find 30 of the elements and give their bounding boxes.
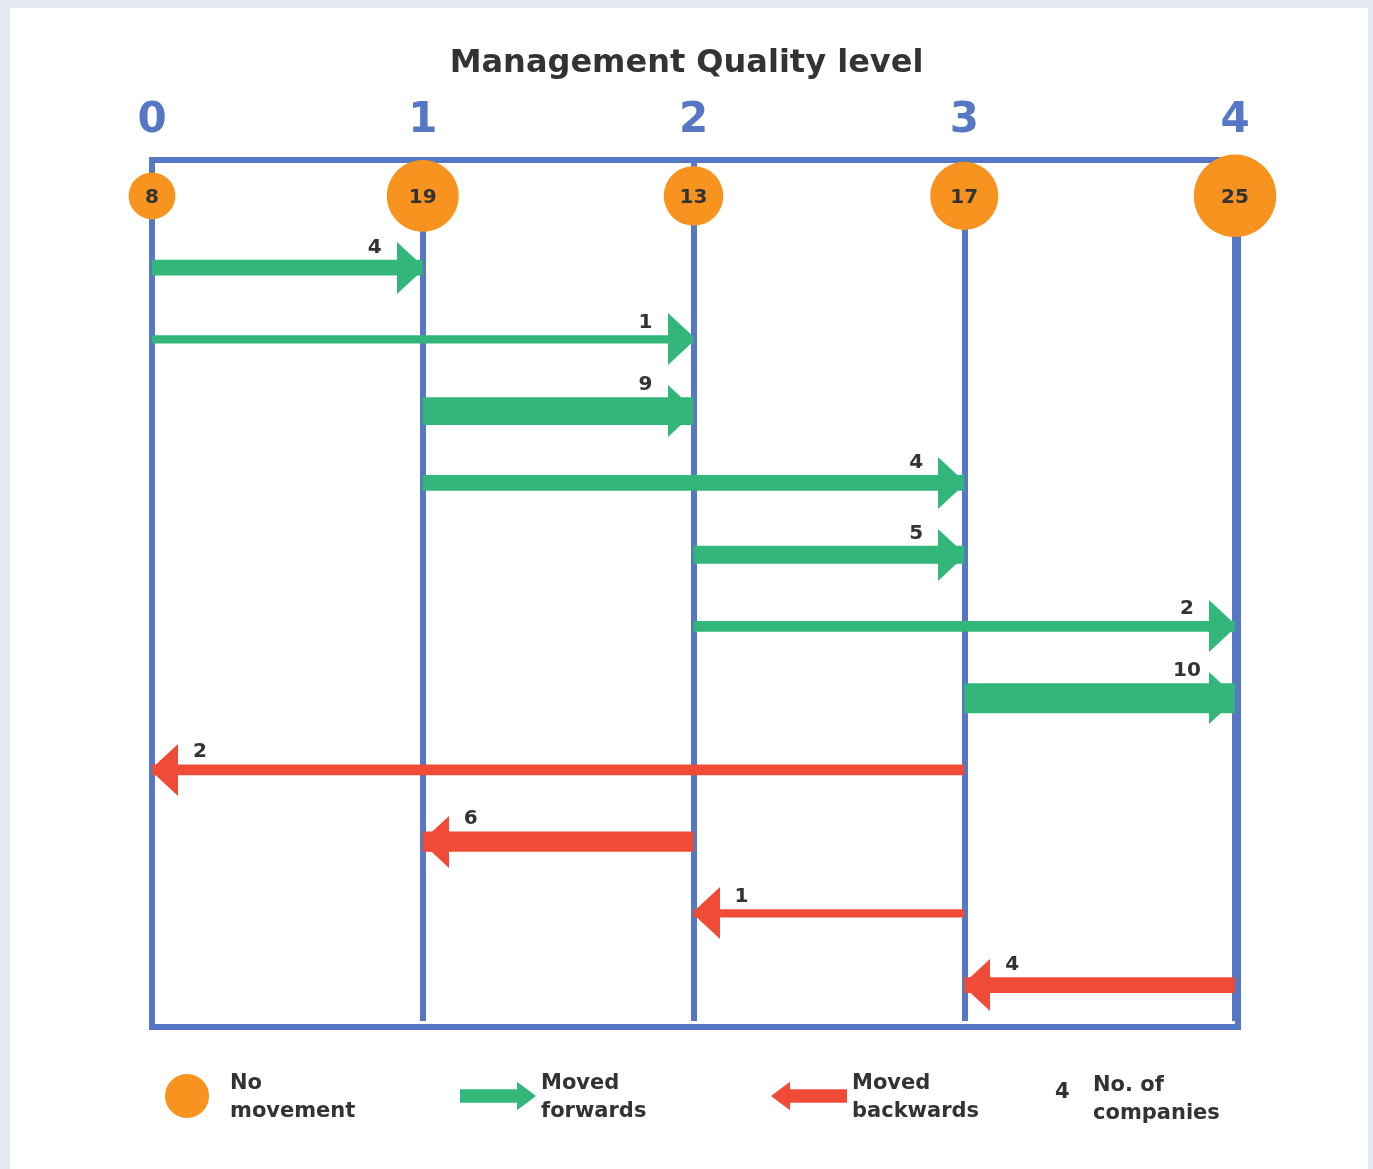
data-label: 25 xyxy=(1221,183,1249,208)
text: 4 xyxy=(1055,1078,1070,1103)
annotation: 5 xyxy=(909,519,924,544)
bar xyxy=(152,764,965,776)
bar xyxy=(964,977,1235,993)
annotation: 1 xyxy=(638,309,653,334)
annotation: 2 xyxy=(1180,594,1194,619)
x-tick-label: 2 xyxy=(678,92,709,142)
x-tick-label: 1 xyxy=(408,92,438,142)
annotation: 6 xyxy=(463,805,478,830)
legend-label: No movement xyxy=(230,1070,356,1122)
annotation: 4 xyxy=(367,233,382,258)
data-label: 19 xyxy=(408,183,437,208)
annotation: 1 xyxy=(734,883,749,908)
annotation: 9 xyxy=(638,371,653,396)
annotation: 10 xyxy=(1173,657,1201,682)
legend-label: Moved backwards xyxy=(852,1070,980,1122)
data-label: 8 xyxy=(145,183,159,208)
x-tick-label: 0 xyxy=(137,92,167,142)
data-label: 17 xyxy=(950,183,979,208)
x-tick-label: 3 xyxy=(949,92,979,142)
text: No. of companies xyxy=(1093,1072,1220,1124)
annotation: 4 xyxy=(909,449,924,474)
legend-label: Moved forwards xyxy=(541,1070,647,1122)
annotation: 4 xyxy=(1005,951,1020,976)
data-label: 13 xyxy=(679,183,708,208)
annotation: 2 xyxy=(193,738,207,763)
bar xyxy=(422,475,965,491)
chart-title: Management Quality level xyxy=(449,42,924,80)
x-tick-label: 4 xyxy=(1220,92,1250,142)
